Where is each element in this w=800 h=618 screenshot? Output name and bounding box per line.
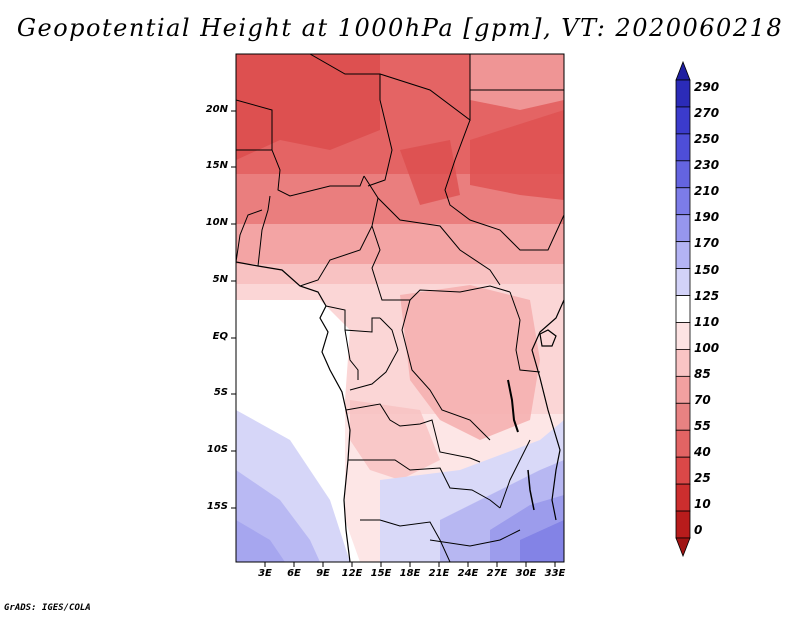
y-label-5s: 5S <box>213 387 228 398</box>
lake-malawi <box>527 469 535 511</box>
colorbar-label-70: 70 <box>694 393 711 407</box>
x-label-33e: 33E <box>544 568 566 579</box>
y-label-15s: 15S <box>206 501 228 512</box>
colorbar-label-125: 125 <box>694 289 720 303</box>
colorbar-swatch <box>675 429 691 458</box>
x-label-3e: 3E <box>258 568 272 579</box>
x-label-27e: 27E <box>486 568 508 579</box>
colorbar-label-170: 170 <box>694 236 720 250</box>
lake-victoria <box>539 329 557 347</box>
colorbar-swatch <box>675 375 691 404</box>
x-label-18e: 18E <box>399 568 421 579</box>
field-congo <box>400 285 540 440</box>
colorbar-swatch <box>675 510 691 539</box>
field-band-n2 <box>236 224 564 264</box>
colorbar-swatch <box>675 106 691 135</box>
colorbar-swatch <box>675 214 691 243</box>
x-label-15e: 15E <box>370 568 392 579</box>
colorbar-swatch <box>675 268 691 296</box>
colorbar-swatch <box>675 402 691 431</box>
field-atlantic-blue3 <box>236 520 285 562</box>
colorbar-swatch <box>675 483 691 512</box>
colorbar <box>675 60 691 558</box>
coastline-east <box>531 299 564 521</box>
colorbar-swatch <box>675 187 691 216</box>
colorbar-swatch <box>675 537 691 558</box>
x-label-30e: 30E <box>515 568 537 579</box>
map-field <box>236 54 564 562</box>
x-label-9e: 9E <box>316 568 330 579</box>
colorbar-label-25: 25 <box>694 471 711 485</box>
colorbar-swatch <box>675 160 691 189</box>
colorbar-swatch <box>675 79 691 108</box>
colorbar-label-0: 0 <box>694 523 703 537</box>
colorbar-swatch <box>675 60 691 81</box>
colorbar-swatch <box>675 456 691 485</box>
map-frame <box>235 53 565 563</box>
field-blob-ne-light <box>470 54 564 110</box>
lake-tanganyika <box>507 379 519 433</box>
colorbar-label-100: 100 <box>694 341 720 355</box>
colorbar-label-290: 290 <box>694 80 720 94</box>
x-label-24e: 24E <box>457 568 479 579</box>
colorbar-swatch <box>675 322 691 350</box>
field-band-n3 <box>236 264 564 284</box>
x-label-21e: 21E <box>428 568 450 579</box>
colorbar-label-110: 110 <box>694 315 720 329</box>
colorbar-label-85: 85 <box>694 367 711 381</box>
colorbar-label-270: 270 <box>694 106 720 120</box>
y-label-5n: 5N <box>212 274 228 285</box>
colorbar-label-250: 250 <box>694 132 720 146</box>
coastline-west <box>236 261 351 562</box>
country-boundaries <box>236 54 564 562</box>
colorbar-swatch <box>675 295 691 323</box>
field-se-blue4 <box>520 520 564 562</box>
colorbar-label-40: 40 <box>694 445 711 459</box>
chart-title: Geopotential Height at 1000hPa [gpm], VT… <box>16 14 784 42</box>
colorbar-swatch <box>675 133 691 162</box>
colorbar-label-150: 150 <box>694 263 720 277</box>
field-blob-ne <box>470 110 564 200</box>
x-axis-ticks <box>264 562 556 567</box>
x-label-6e: 6E <box>287 568 301 579</box>
y-label-15n: 15N <box>205 160 228 171</box>
colorbar-swatch <box>675 241 691 269</box>
colorbar-swatch <box>675 349 691 377</box>
colorbar-label-10: 10 <box>694 497 711 511</box>
footer-credit: GrADS: IGES/COLA <box>4 603 91 613</box>
x-label-12e: 12E <box>341 568 363 579</box>
y-label-10s: 10S <box>206 444 228 455</box>
y-label-10n: 10N <box>205 217 228 228</box>
y-label-20n: 20N <box>205 104 228 115</box>
y-label-eq: EQ <box>212 331 228 342</box>
y-axis-ticks <box>231 110 236 509</box>
colorbar-label-210: 210 <box>694 184 720 198</box>
colorbar-label-190: 190 <box>694 210 720 224</box>
colorbar-label-230: 230 <box>694 158 720 172</box>
colorbar-label-55: 55 <box>694 419 711 433</box>
